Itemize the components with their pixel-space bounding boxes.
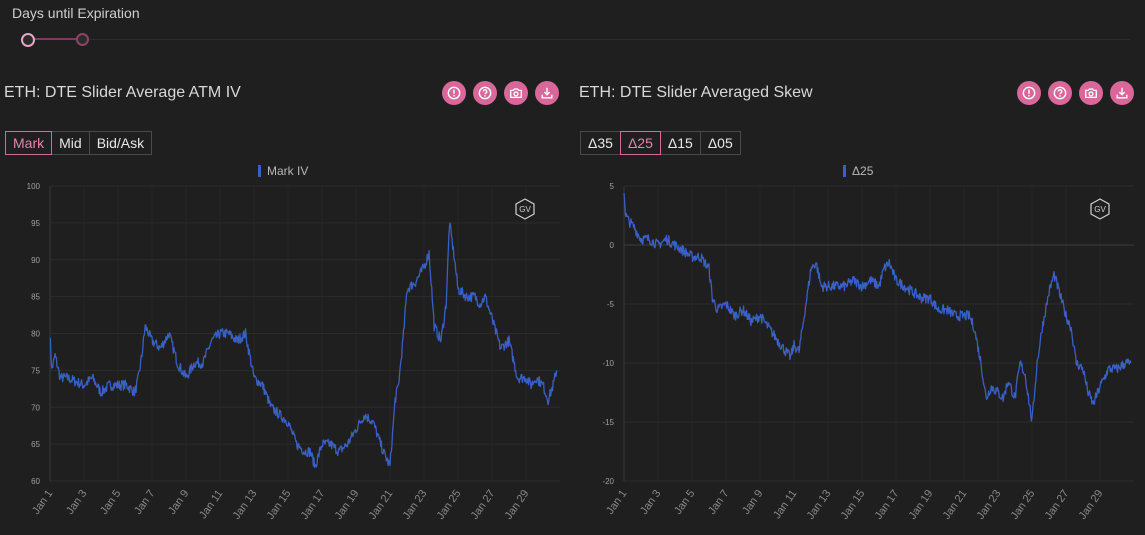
- x-tick-label: Jan 9: [166, 488, 191, 517]
- camera-icon[interactable]: [1079, 81, 1103, 105]
- bid-ask-button[interactable]: Bid/Ask: [88, 131, 153, 155]
- x-tick-label: Jan 25: [1009, 488, 1038, 522]
- y-tick-label: 60: [31, 477, 40, 486]
- x-tick-label: Jan 5: [672, 488, 697, 517]
- download-icon[interactable]: [1110, 81, 1134, 105]
- legend-label: Δ25: [852, 164, 874, 178]
- legend-swatch: [843, 165, 846, 177]
- gv-logo-icon: GV: [1090, 198, 1110, 220]
- skew-legend[interactable]: Δ25: [843, 164, 873, 178]
- x-tick-label: Jan 13: [231, 488, 260, 522]
- x-tick-label: Jan 7: [132, 488, 157, 517]
- legend-label: Mark IV: [267, 164, 309, 178]
- series-line[interactable]: [623, 193, 1132, 422]
- skew-chart-title: ETH: DTE Slider Averaged Skew: [579, 84, 813, 101]
- y-tick-label: 70: [31, 403, 40, 412]
- y-tick-label: 85: [31, 293, 40, 302]
- y-tick-label: 100: [27, 182, 41, 191]
- camera-icon[interactable]: [504, 81, 528, 105]
- help-icon[interactable]: [473, 81, 497, 105]
- alert-icon[interactable]: [1017, 81, 1041, 105]
- dte-slider-label: Days until Expiration: [12, 5, 140, 21]
- atm-iv-chart: 100 95 90 85 80 75 70 65 60 Jan 1 Jan 3 Jan 5 Jan 7 J…: [27, 182, 560, 522]
- mark-button[interactable]: Mark: [5, 131, 53, 155]
- y-tick-label: 5: [610, 182, 615, 191]
- x-tick-label: Jan 27: [469, 488, 498, 522]
- x-tick-label: Jan 25: [435, 488, 464, 522]
- delta-15-button[interactable]: Δ15: [659, 131, 701, 155]
- y-tick-label: 75: [31, 366, 40, 375]
- x-tick-label: Jan 1: [604, 488, 629, 517]
- y-tick-label: 80: [31, 330, 40, 339]
- y-tick-label: -20: [602, 477, 614, 486]
- y-tick-label: 0: [610, 241, 615, 250]
- x-tick-label: Jan 13: [805, 488, 834, 522]
- y-tick-label: -15: [602, 418, 614, 427]
- x-tick-label: Jan 11: [771, 488, 799, 521]
- slider-selected-range: [28, 38, 84, 40]
- delta-35-button[interactable]: Δ35: [580, 131, 621, 155]
- x-tick-label: Jan 7: [706, 488, 731, 517]
- delta-toggle: Δ35 Δ25 Δ15 Δ05: [580, 131, 741, 155]
- x-tick-label: Jan 17: [873, 488, 902, 522]
- svg-text:GV: GV: [1094, 205, 1106, 214]
- x-tick-label: Jan 17: [299, 488, 328, 522]
- x-tick-label: Jan 21: [941, 488, 970, 522]
- x-tick-label: Jan 11: [197, 488, 225, 521]
- x-tick-label: Jan 5: [98, 488, 123, 517]
- atm-iv-chart-title: ETH: DTE Slider Average ATM IV: [4, 84, 241, 101]
- x-tick-label: Jan 29: [503, 488, 532, 522]
- x-tick-label: Jan 1: [30, 488, 55, 517]
- x-tick-label: Jan 21: [367, 488, 396, 522]
- x-tick-label: Jan 9: [740, 488, 765, 517]
- alert-icon[interactable]: [442, 81, 466, 105]
- y-tick-label: -10: [602, 359, 614, 368]
- gv-logo-icon: GV: [515, 198, 535, 220]
- x-tick-label: Jan 15: [265, 488, 294, 522]
- x-tick-label: Jan 3: [64, 488, 89, 517]
- x-tick-label: Jan 3: [638, 488, 663, 517]
- dte-range-slider[interactable]: [20, 30, 1130, 50]
- slider-max-handle[interactable]: [76, 33, 89, 46]
- download-icon[interactable]: [535, 81, 559, 105]
- slider-track[interactable]: [20, 39, 1130, 40]
- svg-text:GV: GV: [519, 205, 531, 214]
- help-icon[interactable]: [1048, 81, 1072, 105]
- y-tick-label: 95: [31, 219, 40, 228]
- x-tick-label: Jan 23: [401, 488, 430, 522]
- y-tick-label: -5: [607, 300, 615, 309]
- x-tick-label: Jan 15: [839, 488, 868, 522]
- delta-25-button[interactable]: Δ25: [619, 131, 661, 155]
- x-tick-label: Jan 19: [333, 488, 362, 522]
- x-tick-label: Jan 23: [975, 488, 1004, 522]
- x-tick-label: Jan 19: [907, 488, 936, 522]
- x-tick-label: Jan 27: [1043, 488, 1072, 522]
- x-tick-label: Jan 29: [1077, 488, 1106, 522]
- y-tick-label: 65: [31, 440, 40, 449]
- series-line[interactable]: [49, 222, 558, 469]
- price-type-toggle: Mark Mid Bid/Ask: [5, 131, 153, 155]
- legend-swatch: [258, 165, 261, 177]
- mid-button[interactable]: Mid: [51, 131, 90, 155]
- y-tick-label: 90: [31, 256, 40, 265]
- slider-min-handle[interactable]: [21, 33, 35, 47]
- atm-iv-legend[interactable]: Mark IV: [258, 164, 308, 178]
- delta-05-button[interactable]: Δ05: [699, 131, 741, 155]
